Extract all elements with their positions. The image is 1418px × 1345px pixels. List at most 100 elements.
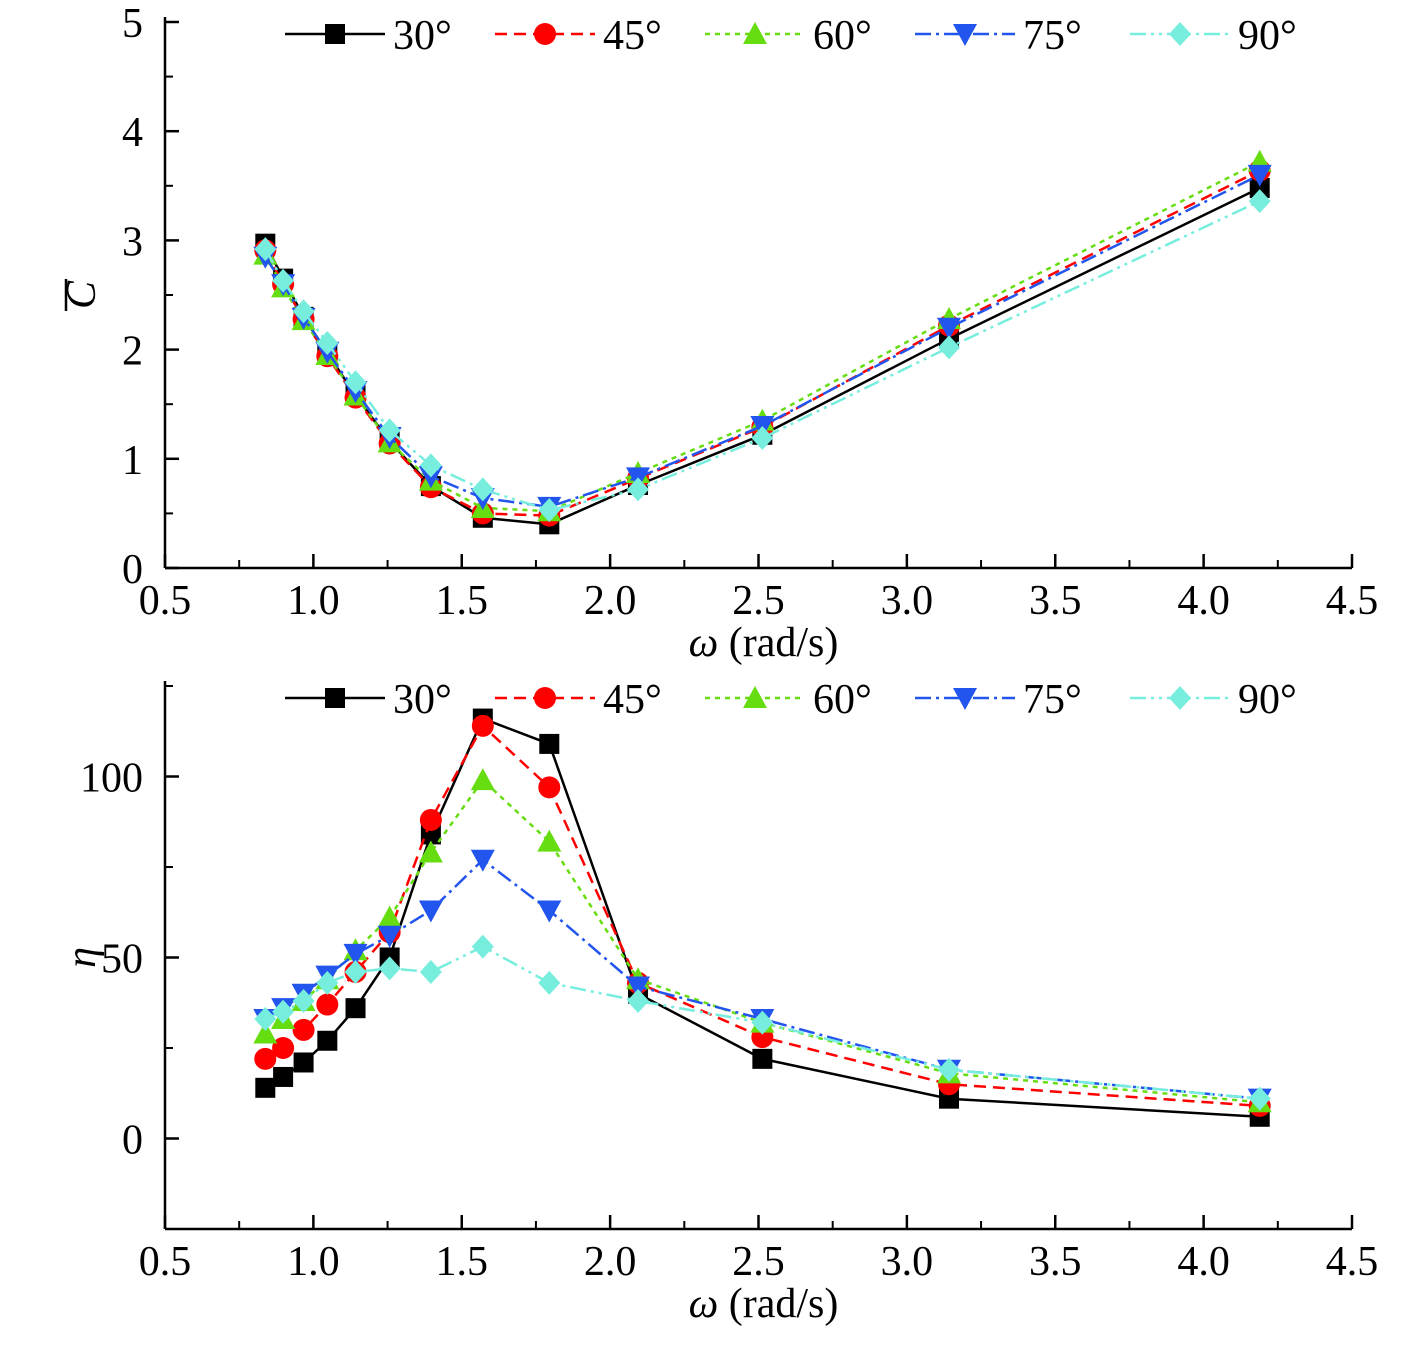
legend-entry: 90° <box>1130 13 1297 59</box>
legend-marker <box>534 23 556 45</box>
data-point <box>1248 189 1271 214</box>
data-point <box>343 943 368 966</box>
x-axis-unit: (rad/s) <box>718 1281 838 1327</box>
x-tick-label: 0.5 <box>139 578 192 624</box>
series-30deg <box>255 708 1270 1127</box>
x-axis-label: ω (rad/s) <box>689 1281 839 1327</box>
series-45deg <box>254 159 1271 527</box>
data-point <box>471 714 494 737</box>
legend-marker <box>743 22 767 44</box>
y-tick-label: 1 <box>122 438 143 484</box>
data-point <box>471 477 494 502</box>
y-tick-label: 0 <box>122 547 143 593</box>
legend-label: 60° <box>813 677 872 723</box>
legend-marker <box>743 686 767 708</box>
legend-marker <box>1169 22 1191 46</box>
x-tick-label: 1.5 <box>436 578 489 624</box>
data-point <box>344 959 367 984</box>
data-point <box>751 1010 774 1035</box>
data-point <box>292 988 315 1013</box>
data-point <box>292 299 315 324</box>
data-point <box>626 976 651 999</box>
legend-entry: 45° <box>495 677 662 723</box>
legend-marker <box>325 24 345 44</box>
x-tick-label: 3.5 <box>1029 1239 1082 1285</box>
x-tick-label: 0.5 <box>139 1239 192 1285</box>
data-point <box>418 900 443 923</box>
data-point <box>627 988 650 1013</box>
legend-label: 75° <box>1023 677 1082 723</box>
y-tick-label: 2 <box>122 329 143 375</box>
data-point <box>937 317 962 340</box>
data-point <box>273 1066 294 1087</box>
data-point <box>272 1037 295 1059</box>
x-tick-label: 4.5 <box>1326 578 1379 624</box>
data-point <box>253 1021 278 1044</box>
data-point <box>751 426 774 451</box>
legend-label: 75° <box>1023 13 1082 59</box>
x-tick-label: 3.0 <box>881 578 934 624</box>
y-axis-label: η <box>59 947 105 968</box>
data-point <box>1249 177 1270 198</box>
data-point <box>539 733 560 754</box>
data-point <box>538 776 561 799</box>
data-point <box>419 808 442 831</box>
data-point <box>254 1007 277 1032</box>
legend-label: 60° <box>813 13 872 59</box>
data-point <box>538 498 561 523</box>
x-tick-label: 2.5 <box>732 578 785 624</box>
series-90deg <box>254 189 1271 523</box>
data-point <box>317 1030 338 1051</box>
data-point <box>752 1048 773 1069</box>
data-point <box>272 999 295 1024</box>
x-tick-label: 1.5 <box>436 1239 489 1285</box>
data-point <box>272 268 295 293</box>
series-line <box>264 160 1261 513</box>
data-point <box>627 477 650 502</box>
series-30deg <box>255 177 1270 535</box>
y-tick-label: 4 <box>122 110 143 156</box>
x-tick-label: 1.0 <box>287 578 340 624</box>
legend-entry: 30° <box>285 677 452 723</box>
data-point <box>255 1077 276 1098</box>
legend-label: 45° <box>603 13 662 59</box>
data-point <box>292 1018 315 1041</box>
data-point <box>538 970 561 995</box>
legend-entry: 60° <box>705 677 872 723</box>
legend-marker <box>325 688 345 708</box>
x-tick-label: 2.5 <box>732 1239 785 1285</box>
x-tick-label: 3.5 <box>1029 578 1082 624</box>
data-point <box>377 925 402 948</box>
data-point <box>316 331 339 356</box>
x-tick-label: 1.0 <box>287 1239 340 1285</box>
data-point <box>344 370 367 395</box>
data-point <box>418 840 443 863</box>
data-point <box>1247 164 1272 187</box>
legend-entry: 30° <box>285 13 452 59</box>
data-point <box>377 905 402 928</box>
legend-label: 30° <box>393 13 452 59</box>
series-75deg <box>253 164 1272 519</box>
y-tick-label: 50 <box>101 937 143 983</box>
legend-entry: 75° <box>915 677 1082 723</box>
series-90deg <box>254 934 1271 1111</box>
x-axis-label: ω (rad/s) <box>689 620 839 666</box>
series-60deg <box>253 149 1272 522</box>
x-tick-label: 4.0 <box>1177 1239 1230 1285</box>
y-tick-label: 0 <box>122 1118 143 1164</box>
data-point <box>938 1057 961 1082</box>
legend-entry: 90° <box>1130 677 1297 723</box>
data-point <box>378 418 401 443</box>
x-axis-symbol: ω <box>689 1281 719 1327</box>
legend-entry: 45° <box>495 13 662 59</box>
legend-marker <box>953 24 977 46</box>
data-point <box>254 1047 277 1070</box>
legend-label: 30° <box>393 677 452 723</box>
x-tick-label: 4.0 <box>1177 578 1230 624</box>
x-axis-symbol: ω <box>689 620 719 666</box>
series-75deg <box>253 849 1272 1111</box>
y-tick-label: 3 <box>122 219 143 265</box>
legend-label: 90° <box>1238 13 1297 59</box>
data-point <box>316 970 339 995</box>
data-point <box>471 934 494 959</box>
